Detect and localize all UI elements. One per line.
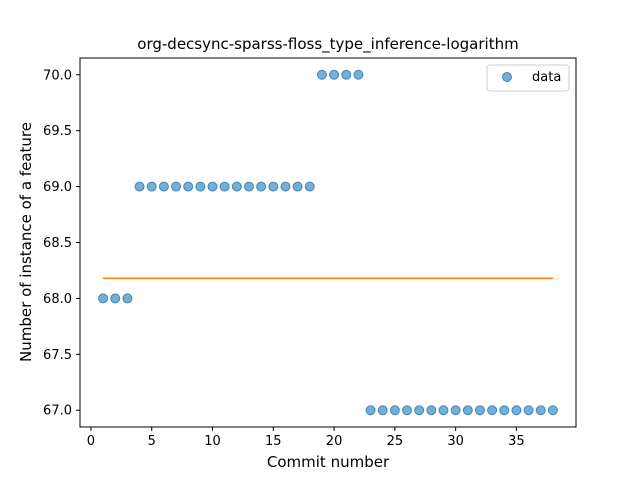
x-tick-label: 20: [326, 434, 343, 449]
x-tick-label: 30: [447, 434, 464, 449]
data-point: [389, 405, 400, 416]
y-tick-label: 69.5: [43, 124, 72, 139]
x-tick-label: 25: [387, 434, 404, 449]
y-tick-label: 67.0: [43, 404, 72, 419]
data-point: [256, 181, 267, 192]
data-point: [171, 181, 182, 192]
data-point: [499, 405, 510, 416]
data-point: [547, 405, 558, 416]
x-tick-label: 0: [87, 434, 95, 449]
data-point: [426, 405, 437, 416]
data-point: [292, 181, 303, 192]
legend-marker-data: [502, 72, 512, 82]
legend: data: [486, 64, 570, 92]
data-point: [487, 405, 498, 416]
data-point: [450, 405, 461, 416]
y-axis-ticks: 67.0 67.5 68.0 68.5 69.0 69.5 70.0: [43, 68, 80, 419]
data-point: [98, 293, 109, 304]
data-point: [280, 181, 291, 192]
data-point: [158, 181, 169, 192]
data-point: [438, 405, 449, 416]
y-tick-label: 70.0: [43, 68, 72, 83]
x-tick-label: 15: [265, 434, 282, 449]
data-point: [377, 405, 388, 416]
data-point: [304, 181, 315, 192]
x-axis-ticks: 0 5 10 15 20 25 30 35: [87, 427, 525, 449]
plot-area: 0 5 10 15 20 25 30 35 67.0 67.5 68.0 68.5 69.0 69.5 7…: [43, 57, 577, 449]
axes-frame: [79, 57, 577, 428]
data-point: [462, 405, 473, 416]
data-point: [268, 181, 279, 192]
y-axis-label: Number of instance of a feature: [17, 122, 35, 362]
data-point: [195, 181, 206, 192]
x-tick-label: 5: [148, 434, 156, 449]
data-point: [122, 293, 133, 304]
data-point: [402, 405, 413, 416]
y-tick-label: 67.5: [43, 348, 72, 363]
legend-box: [486, 64, 570, 92]
data-point: [110, 293, 121, 304]
data-point: [353, 69, 364, 80]
y-tick-label: 68.5: [43, 236, 72, 251]
data-point: [219, 181, 230, 192]
data-point: [365, 405, 376, 416]
data-point: [243, 181, 254, 192]
data-point: [329, 69, 340, 80]
data-point: [183, 181, 194, 192]
data-point: [474, 405, 485, 416]
data-point: [523, 405, 534, 416]
marks-group: [98, 69, 558, 416]
y-tick-label: 68.0: [43, 292, 72, 307]
data-point: [134, 181, 145, 192]
data-point: [231, 181, 242, 192]
data-point: [146, 181, 157, 192]
data-point: [535, 405, 546, 416]
x-tick-label: 35: [508, 434, 525, 449]
data-point: [207, 181, 218, 192]
data-point: [414, 405, 425, 416]
y-tick-label: 69.0: [43, 180, 72, 195]
chart-title: org-decsync-sparss-floss_type_inference-…: [137, 35, 518, 54]
x-tick-label: 10: [204, 434, 221, 449]
data-point: [511, 405, 522, 416]
x-axis-label: Commit number: [267, 453, 390, 471]
data-point: [316, 69, 327, 80]
data-point: [341, 69, 352, 80]
legend-label-data: data: [532, 70, 561, 85]
